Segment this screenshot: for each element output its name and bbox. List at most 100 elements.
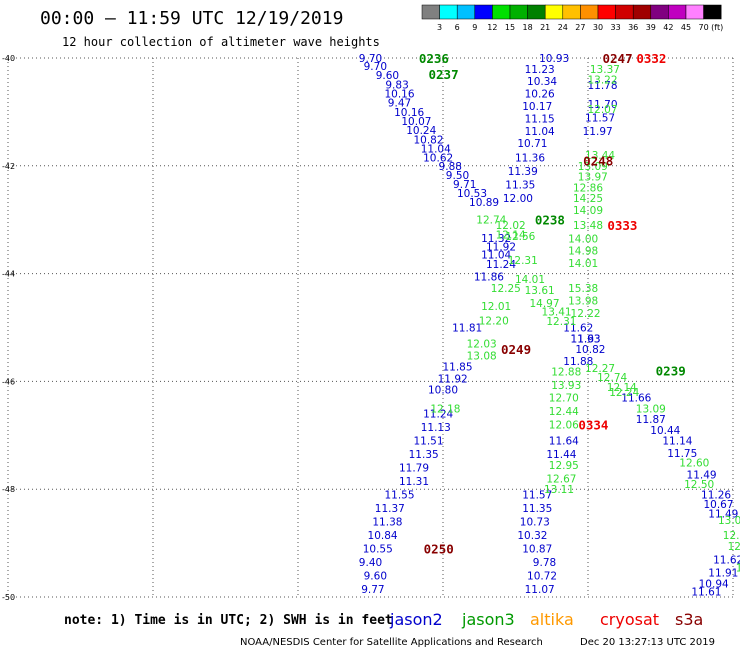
color-swatch — [703, 4, 722, 20]
color-swatch — [562, 4, 581, 20]
swh-value-jason3: 12.02 — [496, 220, 526, 232]
swh-value-jason2: 11.23 — [525, 64, 555, 76]
pass-time-label: 0332 — [636, 51, 666, 66]
color-swatch — [492, 4, 511, 20]
swh-value-jason2: 11.91 — [708, 568, 738, 580]
swh-value-jason2: 9.71 — [453, 179, 476, 191]
y-tick-label: -40 — [2, 54, 15, 63]
swh-value-jason3: 12.24 — [609, 387, 639, 399]
swh-value-jason3: 12.4 — [736, 562, 740, 574]
swh-value-jason2: 9.47 — [388, 98, 411, 110]
swh-value-jason2: 11.66 — [621, 393, 651, 405]
swh-value-jason3: 12.06 — [549, 420, 579, 432]
swh-value-jason2: 11.70 — [587, 99, 617, 111]
color-swatch — [527, 4, 546, 20]
color-scale-label: 36 — [628, 23, 638, 32]
color-swatch — [615, 4, 634, 20]
color-scale-label: 45 — [681, 23, 691, 32]
swh-value-jason2: 11.14 — [662, 436, 692, 448]
swh-value-jason2: 11.49 — [687, 470, 717, 482]
swh-value-jason3: 14.25 — [573, 193, 603, 205]
swh-value-jason2: 9.88 — [439, 161, 462, 173]
swh-value-jason2: 9.50 — [446, 170, 469, 182]
swh-value-jason2: 11.55 — [384, 490, 414, 502]
swh-value-jason2: 10.17 — [522, 101, 552, 113]
swh-value-jason2: 11.78 — [587, 80, 617, 92]
footer-background — [0, 606, 740, 650]
color-swatch — [474, 4, 493, 20]
color-scale-label: 24 — [558, 23, 568, 32]
swh-value-jason2: 9.70 — [359, 53, 382, 65]
swh-value-jason3: 13.98 — [568, 296, 598, 308]
swh-value-jason2: 10.16 — [394, 107, 424, 119]
swh-value-jason2: 10.07 — [401, 116, 431, 128]
footer-note: note: 1) Time is in UTC; 2) SWH is in fe… — [64, 613, 393, 628]
swh-value-jason2: 11.13 — [421, 422, 451, 434]
color-swatch — [650, 4, 669, 20]
swh-value-jason3: 13.03 — [718, 515, 740, 527]
swh-value-jason2: 10.53 — [457, 188, 487, 200]
swh-value-jason3: 14.01 — [568, 258, 598, 270]
swh-value-jason2: 10.72 — [527, 570, 557, 582]
pass-time-label: 0249 — [501, 342, 531, 357]
y-tick-label: -48 — [2, 485, 15, 494]
swh-value-jason2: 11.07 — [525, 584, 555, 596]
color-swatch — [597, 4, 616, 20]
swh-value-jason3: 13.41 — [542, 306, 572, 318]
color-swatch — [632, 4, 652, 20]
color-scale-label: 70 — [699, 23, 709, 32]
color-scale-label: 18 — [523, 23, 533, 32]
swh-value-jason2: 9.40 — [359, 557, 382, 569]
swh-value-jason3: 12.01 — [481, 301, 511, 313]
y-tick-label: -50 — [2, 593, 15, 602]
swh-value-jason2: 11.04 — [481, 250, 511, 262]
pass-time-label: 0250 — [424, 541, 454, 556]
color-scale-label: 21 — [540, 23, 550, 32]
satellite-legend: jason2 jason3 altika cryosat s3a — [389, 610, 703, 629]
color-scale-label: 33 — [611, 23, 621, 32]
swh-value-jason3: 12.14 — [607, 382, 637, 394]
swh-value-jason3: 12.74 — [476, 215, 506, 227]
swh-value-jason2: 10.32 — [517, 530, 547, 542]
swh-value-jason2: 10.55 — [363, 543, 393, 555]
swh-value-jason2: 11.51 — [413, 436, 443, 448]
plot-grid — [7, 57, 734, 598]
color-scale-label: 39 — [646, 23, 656, 32]
swh-value-jason3: 12.25 — [723, 530, 740, 542]
swh-value-jason2: 11.88 — [563, 356, 593, 368]
swh-value-jason2: 10.87 — [522, 543, 552, 555]
swh-value-jason2: 10.71 — [517, 138, 547, 150]
swh-value-jason3: 13.37 — [590, 64, 620, 76]
pass-time-label: 0236 — [419, 51, 449, 66]
swh-value-jason3: 13.48 — [573, 220, 603, 232]
color-scale-unit: (ft) — [711, 23, 723, 32]
color-swatch — [509, 4, 528, 20]
swh-value-jason3: 12.67 — [546, 473, 576, 485]
pass-time-label: 0239 — [656, 364, 686, 379]
swh-value-jason3: 12.20 — [479, 315, 509, 327]
swh-value-jason2: 11.97 — [583, 126, 613, 138]
pass-time-label: 0238 — [535, 213, 565, 228]
legend-entry-altika: altika — [530, 610, 574, 629]
swh-value-jason2: 10.16 — [384, 89, 414, 101]
swh-value-jason2: 10.84 — [368, 530, 398, 542]
swh-value-jason2: 11.81 — [452, 323, 482, 335]
swh-value-jason2: 10.67 — [703, 499, 733, 511]
swh-value-jason2: 11.62 — [713, 554, 740, 566]
swh-value-jason2: 11.49 — [708, 508, 738, 520]
swh-value-jason3: 14.09 — [573, 205, 603, 217]
swh-value-jason2: 11.93 — [571, 333, 601, 345]
color-scale-label: 6 — [455, 23, 460, 32]
swh-value-jason3: 14.97 — [529, 298, 559, 310]
swh-value-jason3: 13.11 — [544, 484, 574, 496]
swh-value-jason3: 13.44 — [585, 150, 615, 162]
swh-value-jason3: 12.44 — [549, 406, 579, 418]
swh-value-jason3: 14.98 — [568, 245, 598, 257]
swh-value-jason3: 12.50 — [684, 479, 714, 491]
color-scale-label: 42 — [663, 23, 673, 32]
color-swatch — [439, 4, 458, 20]
pass-time-label: 0248 — [583, 153, 613, 168]
swh-value-jason2: 10.82 — [575, 344, 605, 356]
swh-value-jason3: 12.95 — [549, 460, 579, 472]
swh-value-jason2: 11.04 — [421, 144, 451, 156]
